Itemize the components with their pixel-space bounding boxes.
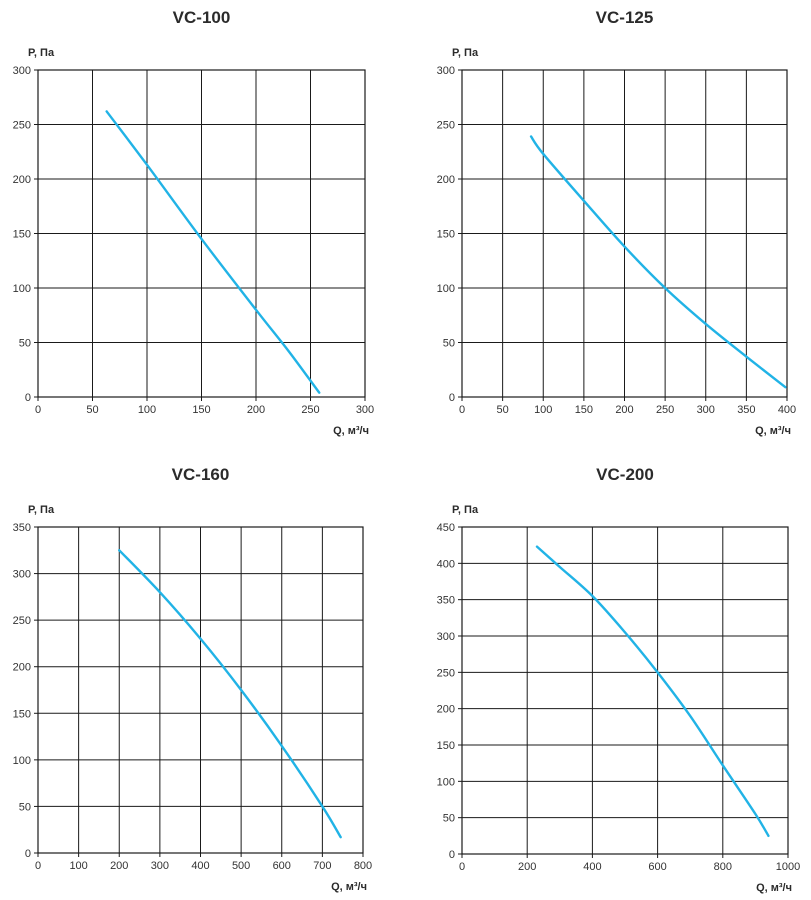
chart-1-title: VC-100 [173,8,231,27]
chart-2-xlabel: Q, м³/ч [755,425,791,437]
chart-1-plot-frame [37,69,366,398]
chart-3-x-tick-label: 200 [110,860,128,872]
chart-3-x-tick-label: 100 [69,860,87,872]
chart-4: VC-200 P, Па Q, м³/ч 0 200 400 600 800 1000 0 50 10… [437,465,801,894]
chart-4-x-tick-label: 1000 [776,861,800,873]
chart-2-y-tick-label: 50 [443,338,455,350]
chart-1-x-tick-label: 300 [356,404,374,416]
chart-2-x-tick-label: 100 [534,404,552,416]
chart-4-y-tick-label: 200 [437,704,455,716]
chart-2-x-tick-label: 400 [778,404,796,416]
chart-3-x-tick-label: 300 [151,860,169,872]
chart-3-x-tick-label: 400 [191,860,209,872]
chart-2-y-tick-label: 250 [437,120,455,132]
chart-2-x-tick-label: 250 [656,404,674,416]
chart-4-x-tick-label: 200 [518,861,536,873]
chart-3-y-tick-label: 300 [13,569,31,581]
chart-1-y-tick-label: 0 [25,392,31,404]
chart-4-x-tick-label: 400 [583,861,601,873]
chart-1-y-tick-label: 200 [13,174,31,186]
chart-2-x-tick-label: 150 [575,404,593,416]
chart-3-x-tick-label: 0 [35,860,41,872]
chart-4-y-tick-label: 150 [437,740,455,752]
chart-3-x-tick-label: 800 [354,860,372,872]
chart-1-y-tick-label: 100 [13,283,31,295]
chart-1-ylabel: P, Па [28,47,55,59]
chart-4-ylabel: P, Па [452,504,479,516]
chart-4-plot-frame [461,526,789,855]
chart-1-xlabel: Q, м³/ч [333,425,369,437]
chart-4-y-tick-label: 450 [437,522,455,534]
chart-1-y-tick-label: 50 [19,338,31,350]
chart-3-y-tick-label: 50 [19,801,31,813]
chart-3-y-tick-label: 200 [13,662,31,674]
chart-2-series-line [529,135,787,389]
chart-1-x-tick-label: 150 [192,404,210,416]
chart-1-y-tick-label: 300 [13,65,31,77]
chart-4-y-tick-label: 400 [437,558,455,570]
chart-1-y-tick-label: 250 [13,120,31,132]
chart-4-y-tick-label: 300 [437,631,455,643]
chart-2-x-tick-label: 0 [459,404,465,416]
chart-1: VC-100 P, Па Q, м³/ч 0 50 100 150 200 250 300 0 50 1… [13,8,375,437]
chart-3-x-tick-label: 700 [313,860,331,872]
chart-4-xlabel: Q, м³/ч [756,882,792,894]
chart-3-y-tick-label: 100 [13,755,31,767]
chart-3-xlabel: Q, м³/ч [331,881,367,893]
chart-2-plot-frame [461,69,788,398]
chart-3-series-line [118,549,342,839]
chart-3-plot-frame [37,526,364,854]
chart-4-y-tick-label: 350 [437,595,455,607]
chart-2-x-tick-label: 50 [497,404,509,416]
chart-4-x-tick-label: 600 [648,861,666,873]
chart-1-y-tick-label: 150 [13,229,31,241]
chart-1-x-tick-label: 200 [247,404,265,416]
chart-3-x-tick-label: 600 [273,860,291,872]
chart-2-y-tick-label: 150 [437,229,455,241]
chart-1-x-tick-label: 100 [138,404,156,416]
chart-1-series-line [105,110,321,394]
chart-2-x-tick-label: 350 [737,404,755,416]
chart-2-y-tick-label: 200 [437,174,455,186]
chart-1-x-tick-label: 250 [301,404,319,416]
chart-4-y-tick-label: 250 [437,667,455,679]
chart-2-ylabel: P, Па [452,47,479,59]
chart-3-title: VC-160 [172,465,230,484]
chart-3-ylabel: P, Па [28,504,55,516]
chart-4-series-line [535,545,770,838]
chart-2-x-tick-label: 300 [697,404,715,416]
chart-4-y-tick-label: 50 [443,813,455,825]
chart-4-y-tick-label: 0 [449,849,455,861]
chart-3-y-tick-label: 250 [13,615,31,627]
chart-2-title: VC-125 [596,8,654,27]
chart-3-y-tick-label: 0 [25,848,31,860]
chart-1-x-tick-label: 50 [86,404,98,416]
chart-4-x-tick-label: 0 [459,861,465,873]
chart-2-y-tick-label: 100 [437,283,455,295]
chart-2-y-tick-label: 0 [449,392,455,404]
chart-4-x-tick-label: 800 [714,861,732,873]
chart-1-x-tick-label: 0 [35,404,41,416]
chart-4-y-tick-label: 100 [437,776,455,788]
chart-3-y-tick-label: 350 [13,522,31,534]
chart-2-x-tick-label: 200 [615,404,633,416]
chart-4-title: VC-200 [596,465,654,484]
chart-3-y-tick-label: 150 [13,708,31,720]
chart-2-y-tick-label: 300 [437,65,455,77]
chart-3-x-tick-label: 500 [232,860,250,872]
chart-2: VC-125 P, Па Q, м³/ч 0 50 100 150 200 250 300 350 4… [437,8,797,437]
